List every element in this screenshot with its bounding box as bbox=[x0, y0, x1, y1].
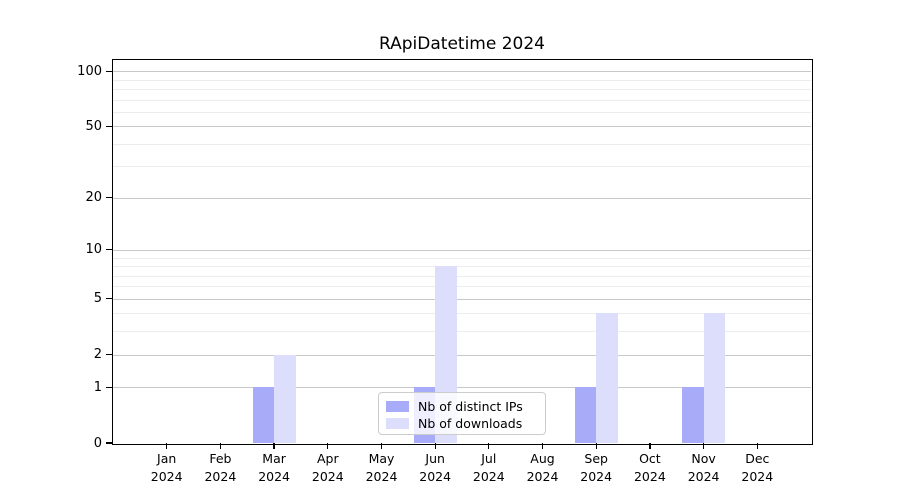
bar-downloads-sep bbox=[596, 313, 618, 443]
x-tick-label-jun: Jun 2024 bbox=[419, 451, 452, 484]
gridline-major-20 bbox=[113, 197, 811, 199]
gridline-minor-40 bbox=[113, 143, 811, 145]
gridline-minor-70 bbox=[113, 99, 811, 101]
x-tick-label-jan: Jan 2024 bbox=[150, 451, 183, 484]
y-tick-label-2: 2 bbox=[93, 347, 102, 362]
x-tick-mark-may bbox=[380, 443, 383, 449]
gridline-minor-8 bbox=[113, 266, 811, 267]
gridline-major-50 bbox=[113, 126, 811, 128]
gridline-minor-4 bbox=[113, 313, 811, 315]
legend-label-downloads: Nb of downloads bbox=[418, 416, 523, 431]
gridline-minor-3 bbox=[113, 331, 811, 333]
gridline-minor-7 bbox=[113, 275, 811, 277]
chart-title: RApiDatetime 2024 bbox=[379, 34, 545, 54]
y-tick-mark-20 bbox=[106, 197, 113, 199]
bar-downloads-nov bbox=[703, 313, 726, 443]
gridline-minor-9 bbox=[113, 257, 811, 259]
x-tick-label-may: May 2024 bbox=[365, 451, 398, 484]
gridline-major-5 bbox=[113, 298, 811, 300]
gridline-minor-6 bbox=[113, 286, 811, 288]
y-tick-label-5: 5 bbox=[93, 291, 102, 307]
x-tick-mark-oct bbox=[649, 443, 651, 449]
x-tick-label-mar: Mar 2024 bbox=[258, 451, 290, 484]
bar-distinct-ips-sep bbox=[574, 387, 597, 443]
legend-label-distinct-ips: Nb of distinct IPs bbox=[418, 399, 523, 414]
x-tick-label-feb: Feb 2024 bbox=[204, 451, 237, 484]
x-tick-mark-jul bbox=[488, 443, 490, 449]
legend: Nb of distinct IPs Nb of downloads bbox=[378, 392, 546, 435]
gridline-major-100 bbox=[113, 71, 811, 73]
gridline-minor-80 bbox=[113, 88, 811, 90]
x-tick-mark-jun bbox=[434, 443, 436, 449]
legend-entry-distinct-ips: Nb of distinct IPs bbox=[386, 398, 538, 415]
y-tick-mark-50 bbox=[106, 125, 113, 127]
legend-swatch-distinct-ips-icon bbox=[386, 401, 409, 412]
x-tick-mark-sep bbox=[595, 443, 597, 449]
bar-downloads-mar bbox=[274, 354, 296, 443]
y-tick-label-50: 50 bbox=[85, 118, 102, 134]
y-tick-mark-2 bbox=[106, 353, 113, 356]
gridline-minor-90 bbox=[113, 79, 811, 81]
bar-distinct-ips-mar bbox=[252, 387, 275, 443]
gridline-major-1 bbox=[113, 387, 811, 389]
x-tick-mark-dec bbox=[756, 443, 758, 449]
y-tick-mark-100 bbox=[106, 70, 113, 72]
x-tick-mark-mar bbox=[273, 443, 275, 449]
x-tick-label-oct: Oct 2024 bbox=[633, 451, 666, 484]
x-tick-mark-feb bbox=[219, 443, 222, 449]
y-tick-label-100: 100 bbox=[77, 63, 102, 79]
bar-distinct-ips-nov bbox=[682, 387, 704, 443]
y-tick-mark-5 bbox=[106, 297, 113, 300]
gridline-major-10 bbox=[113, 249, 811, 251]
y-tick-label-10: 10 bbox=[85, 242, 102, 258]
x-tick-label-dec: Dec 2024 bbox=[741, 451, 774, 484]
y-tick-label-0: 0 bbox=[93, 435, 102, 451]
legend-entry-downloads: Nb of downloads bbox=[386, 415, 538, 432]
x-tick-mark-apr bbox=[327, 443, 329, 449]
gridline-minor-30 bbox=[113, 166, 811, 168]
gridline-major-2 bbox=[113, 354, 811, 356]
y-tick-label-1: 1 bbox=[93, 379, 102, 395]
y-tick-mark-10 bbox=[106, 249, 113, 251]
y-tick-mark-1 bbox=[106, 386, 113, 388]
x-tick-label-aug: Aug 2024 bbox=[526, 451, 559, 484]
x-tick-label-jul: Jul 2024 bbox=[472, 451, 505, 484]
x-tick-label-nov: Nov 2024 bbox=[687, 451, 720, 484]
y-tick-mark-0 bbox=[106, 442, 113, 444]
x-tick-label-apr: Apr 2024 bbox=[311, 451, 344, 484]
x-tick-mark-jan bbox=[166, 443, 168, 449]
x-tick-mark-aug bbox=[541, 443, 544, 449]
y-tick-label-20: 20 bbox=[85, 190, 102, 206]
gridline-minor-60 bbox=[113, 111, 811, 113]
plot-area bbox=[113, 60, 811, 443]
legend-swatch-downloads-icon bbox=[386, 418, 409, 429]
x-tick-mark-nov bbox=[702, 443, 705, 449]
x-tick-label-sep: Sep 2024 bbox=[580, 451, 613, 484]
